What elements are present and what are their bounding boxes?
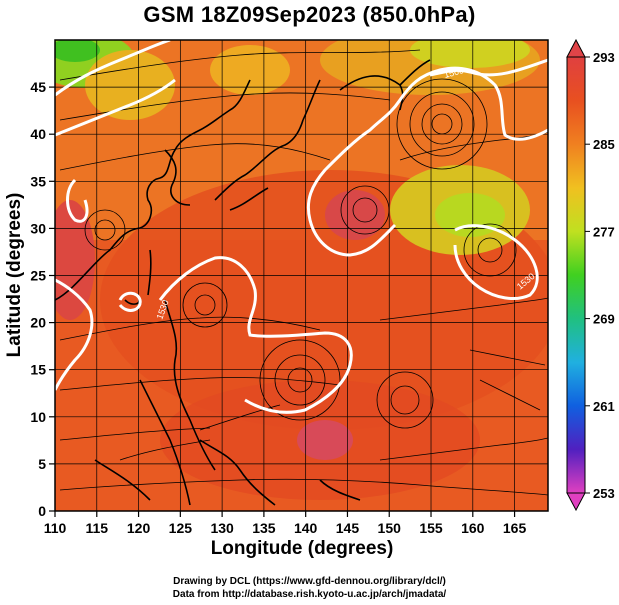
x-axis-label: Longitude (degrees) [211,538,394,559]
colorbar-tick-label: 253 [593,486,615,501]
x-tick-label: 110 [44,520,67,536]
colorbar-tick-label: 293 [593,50,615,65]
y-tick-label: 40 [30,126,46,142]
credit-line-data: Data from http://database.rish.kyoto-u.a… [172,589,447,600]
x-tick-label: 125 [169,520,193,536]
y-tick-label: 5 [38,456,46,472]
y-tick-label: 15 [30,362,46,378]
x-tick-label: 145 [336,520,360,536]
y-tick-label: 30 [30,220,46,236]
x-tick-label: 160 [461,520,485,536]
grid-lines [55,40,548,511]
x-tick-label: 135 [252,520,276,536]
y-axis-label: Latitude (degrees) [4,193,25,358]
x-tick-label: 165 [503,520,527,536]
colorbar: 253 261 269 277 285 293 [566,38,615,512]
colorbar-tick-label: 269 [593,312,615,327]
x-axis-ticks: 110 115 120 125 130 135 140 145 150 155 160 165 [44,511,527,536]
wind-streamlines [59,49,548,496]
x-tick-label: 130 [210,520,234,536]
colorbar-tick-label: 277 [593,224,615,239]
chart-title: GSM 18Z09Sep2023 (850.0hPa) [143,2,476,27]
x-tick-label: 140 [294,520,318,536]
coastlines [55,59,431,506]
y-tick-label: 10 [30,409,46,425]
credit-line-drawing: Drawing by DCL (https://www.gfd-dennou.o… [173,576,446,587]
colorbar-tick-label: 261 [593,399,615,414]
y-tick-label: 20 [30,315,46,331]
geopotential-contours [55,40,548,414]
y-tick-label: 45 [30,79,46,95]
colorbar-bottom-arrow [566,492,586,512]
x-tick-label: 115 [85,520,108,536]
y-tick-label: 35 [30,173,46,189]
x-tick-label: 120 [127,520,151,536]
colorbar-top-arrow [566,38,586,58]
x-tick-label: 155 [419,520,443,536]
colorbar-tick-label: 285 [593,137,615,152]
credits: Drawing by DCL (https://www.gfd-dennou.o… [0,575,619,601]
x-tick-label: 150 [378,520,402,536]
temperature-field [55,40,548,511]
y-tick-label: 25 [30,268,46,284]
y-tick-label: 0 [38,503,46,519]
y-axis-ticks: 0 5 10 15 20 25 30 35 40 45 [30,79,55,519]
